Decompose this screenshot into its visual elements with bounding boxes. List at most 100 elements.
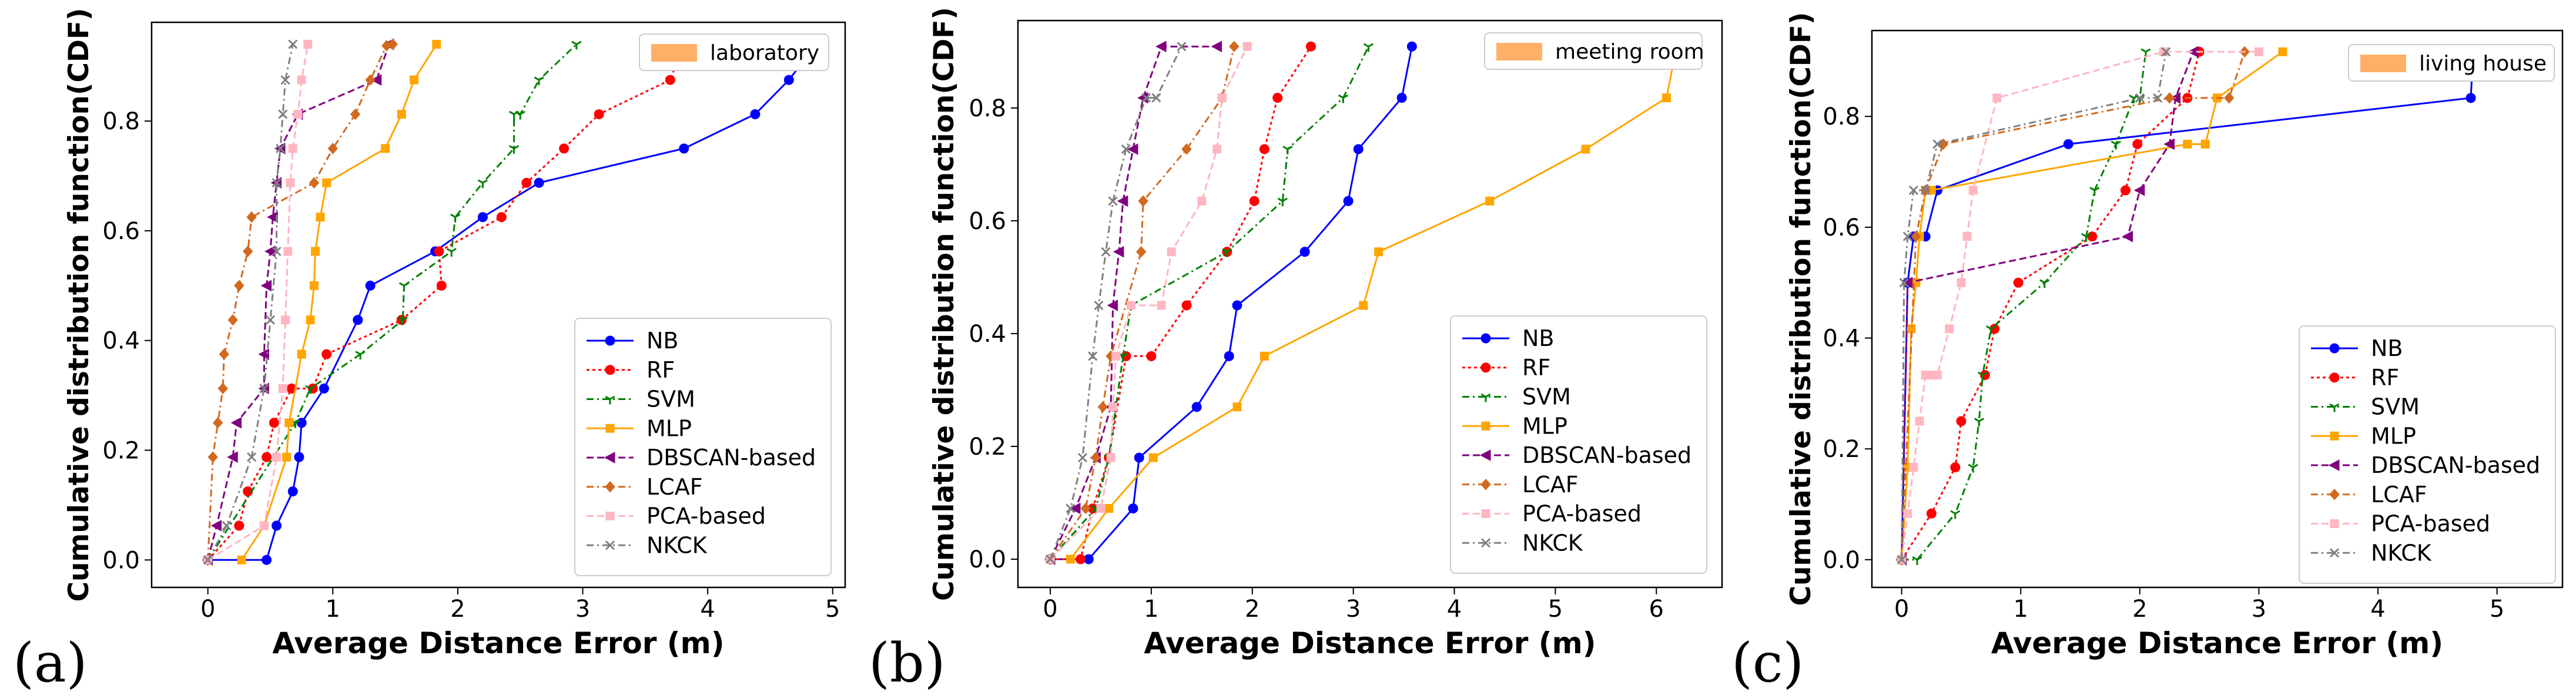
data-point bbox=[2081, 233, 2092, 242]
data-point bbox=[265, 315, 276, 325]
data-point bbox=[1977, 371, 1988, 381]
data-point bbox=[243, 246, 253, 257]
data-point bbox=[272, 520, 282, 531]
data-point bbox=[210, 520, 222, 532]
data-point bbox=[1374, 247, 1384, 257]
data-point bbox=[1157, 301, 1166, 310]
data-point bbox=[1217, 93, 1227, 103]
data-point bbox=[2224, 92, 2235, 104]
legend-label: SVM bbox=[2371, 394, 2420, 420]
data-point bbox=[234, 520, 244, 531]
data-point bbox=[247, 452, 257, 462]
annotation-swatch bbox=[2360, 55, 2406, 72]
y-tick-label: 0.4 bbox=[1823, 325, 1860, 352]
data-point bbox=[381, 144, 390, 153]
data-point bbox=[1915, 416, 1924, 426]
data-point bbox=[264, 246, 276, 257]
legend-label: NB bbox=[2371, 335, 2403, 361]
data-point bbox=[280, 75, 290, 85]
data-point bbox=[1897, 555, 1907, 564]
data-point bbox=[387, 38, 398, 51]
data-point bbox=[294, 452, 304, 462]
data-point bbox=[2039, 279, 2050, 288]
x-tick-label: 5 bbox=[825, 596, 840, 623]
chart-panel-1: 0 1 2 3 4 5 0.0 0.2 0.4 0.6 0.8 Average Distance Er… bbox=[63, 8, 846, 660]
data-point bbox=[397, 316, 408, 325]
legend-label: DBSCAN-based bbox=[2371, 452, 2540, 478]
data-point bbox=[1359, 301, 1368, 310]
x-tick-label: 4 bbox=[2370, 596, 2385, 623]
data-point bbox=[309, 281, 319, 290]
data-point bbox=[783, 75, 794, 85]
data-point bbox=[322, 178, 331, 187]
legend-marker bbox=[605, 480, 615, 493]
legend-marker bbox=[2329, 403, 2340, 412]
data-point bbox=[1912, 556, 1922, 565]
data-point bbox=[515, 110, 525, 120]
legend-label: NKCK bbox=[646, 532, 708, 558]
data-point bbox=[275, 143, 286, 153]
data-point bbox=[2161, 47, 2171, 57]
data-point bbox=[288, 144, 297, 153]
y-tick-label: 0.2 bbox=[969, 433, 1006, 461]
y-tick-label: 0.0 bbox=[102, 547, 140, 574]
x-tick-label: 3 bbox=[575, 596, 590, 623]
panel-label-b: (b) bbox=[869, 631, 946, 694]
y-axis-label: Cumulative distribution function(CDF) bbox=[63, 8, 95, 601]
data-point bbox=[319, 383, 329, 394]
x-tick-label: 1 bbox=[326, 596, 340, 623]
data-point bbox=[353, 315, 363, 325]
data-point bbox=[1106, 453, 1116, 462]
data-point bbox=[283, 247, 293, 256]
x-tick-label: 4 bbox=[1447, 596, 1462, 623]
data-point bbox=[571, 41, 582, 50]
legend-marker bbox=[1480, 393, 1491, 402]
y-axis-label: Cumulative distribution function(CDF) bbox=[1785, 12, 1817, 606]
annotation-label: living house bbox=[2419, 52, 2547, 76]
data-point bbox=[1305, 41, 1316, 52]
y-tick-label: 0.2 bbox=[102, 438, 140, 465]
y-tick-label: 0.2 bbox=[1823, 436, 1860, 463]
data-point bbox=[1224, 351, 1234, 361]
data-point bbox=[1094, 300, 1104, 310]
data-point bbox=[269, 418, 279, 428]
data-point bbox=[203, 555, 213, 565]
series-line-pca-based bbox=[1901, 51, 2259, 560]
series-group bbox=[1044, 41, 1681, 565]
data-point bbox=[508, 145, 520, 154]
x-tick-label: 2 bbox=[2132, 596, 2147, 623]
data-point bbox=[1968, 463, 1978, 473]
x-tick-label: 2 bbox=[1245, 596, 1259, 623]
data-point bbox=[1181, 143, 1192, 155]
data-point bbox=[1485, 196, 1495, 206]
data-point bbox=[1138, 195, 1148, 207]
data-point bbox=[303, 39, 313, 49]
data-point bbox=[1902, 231, 1912, 241]
data-point bbox=[1113, 246, 1124, 258]
data-point bbox=[1111, 351, 1121, 361]
data-point bbox=[1926, 508, 1937, 519]
data-point bbox=[436, 280, 447, 291]
data-point bbox=[434, 246, 444, 257]
legend-label: PCA-based bbox=[1522, 501, 1642, 527]
data-point bbox=[217, 382, 228, 395]
chart-panel-3: 0 1 2 3 4 5 0.0 0.2 0.4 0.6 0.8 Average Distance Er… bbox=[1785, 12, 2564, 660]
data-point bbox=[1950, 510, 1961, 519]
series-line-nb bbox=[1901, 52, 2474, 560]
data-point bbox=[260, 280, 272, 292]
y-tick-label: 0.6 bbox=[102, 218, 140, 245]
series-line-nb bbox=[1050, 46, 1413, 560]
data-point bbox=[1148, 453, 1158, 462]
data-point bbox=[262, 452, 272, 462]
x-tick-label: 0 bbox=[1894, 596, 1909, 623]
data-point bbox=[1259, 351, 1269, 361]
data-point bbox=[2153, 93, 2163, 103]
legend-box bbox=[2299, 325, 2556, 584]
x-tick-label: 3 bbox=[2252, 596, 2266, 623]
data-point bbox=[559, 143, 570, 154]
legend-label: RF bbox=[1522, 355, 1550, 381]
data-point bbox=[272, 246, 282, 256]
legend-marker bbox=[2329, 488, 2340, 500]
